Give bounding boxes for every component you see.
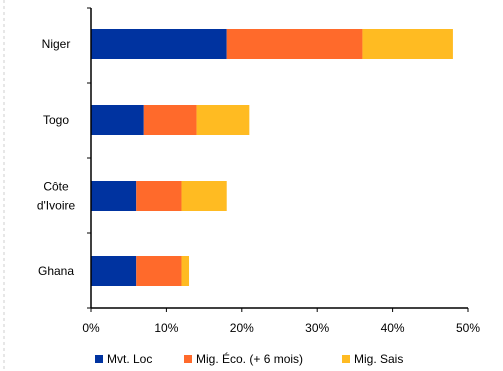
category-label-line: Togo: [43, 113, 69, 127]
bar-segment-2-2: [181, 181, 227, 211]
legend-item: Mvt. Loc: [95, 352, 152, 366]
category-label-line: Côte: [43, 180, 69, 194]
legend-swatch: [184, 355, 192, 363]
x-tick-label: 0%: [82, 321, 100, 335]
x-tick-label: 50%: [456, 321, 480, 335]
bar-segment-3-2: [181, 256, 190, 286]
category-label: Côte d'Ivoire: [37, 180, 76, 213]
bar-segment-0-1: [226, 29, 363, 59]
bar-segment-0-0: [91, 29, 227, 59]
x-tick-label: 20%: [230, 321, 254, 335]
bar-segment-3-0: [91, 256, 137, 286]
x-tick-label: 40%: [381, 321, 405, 335]
legend-label: Mig. Éco. (+ 6 mois): [196, 351, 303, 366]
bar-segment-0-2: [362, 29, 453, 59]
bar-segment-1-2: [196, 105, 250, 135]
category-label-line: Niger: [42, 37, 71, 51]
legend-item: Mig. Sais: [342, 352, 403, 366]
category-label-line: d'Ivoire: [37, 199, 76, 213]
x-tick-label: 30%: [305, 321, 329, 335]
bar-segment-2-1: [136, 181, 182, 211]
x-tick-label: 10%: [154, 321, 178, 335]
bar-segment-3-1: [136, 256, 182, 286]
bar-segment-1-1: [143, 105, 197, 135]
axes-group: [87, 7, 469, 312]
bars-group: [91, 29, 453, 286]
legend-swatch: [95, 355, 103, 363]
bar-segment-1-0: [91, 105, 144, 135]
legend-item: Mig. Éco. (+ 6 mois): [184, 351, 303, 366]
category-label: Ghana: [38, 264, 74, 278]
legend-label: Mig. Sais: [354, 352, 403, 366]
legend: Mvt. Loc Mig. Éco. (+ 6 mois) Mig. Sais: [95, 351, 403, 366]
category-label-line: Ghana: [38, 264, 74, 278]
legend-label: Mvt. Loc: [107, 352, 152, 366]
category-label: Togo: [43, 113, 69, 127]
category-label: Niger: [42, 37, 71, 51]
x-tick-labels: 0% 10% 20% 30% 40% 50%: [82, 321, 480, 335]
legend-swatch: [342, 355, 350, 363]
bar-segment-2-0: [91, 181, 137, 211]
category-labels: Niger Togo Côte d'Ivoire Ghana: [37, 37, 76, 278]
